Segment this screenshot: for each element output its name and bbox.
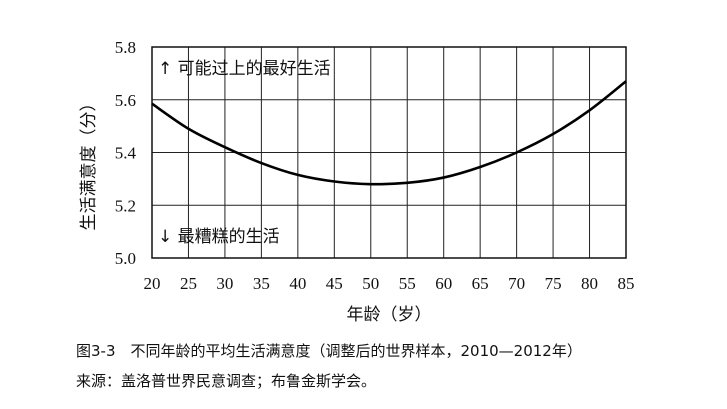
- x-axis-title: 年龄（岁）: [347, 305, 432, 325]
- x-tick-label-45: 45: [326, 274, 343, 293]
- x-tick-label-55: 55: [399, 274, 416, 293]
- x-tick-label-25: 25: [180, 274, 197, 293]
- figure-source: 来源：盖洛普世界民意调查；布鲁金斯学会。: [76, 372, 377, 390]
- y-tick-label-5.4: 5.4: [115, 144, 137, 163]
- x-tick-label-85: 85: [618, 274, 635, 293]
- x-tick-label-65: 65: [472, 274, 489, 293]
- series-line: [151, 80, 627, 186]
- x-tick-label-20: 20: [144, 274, 161, 293]
- x-tick-label-40: 40: [289, 274, 306, 293]
- x-tick-label-75: 75: [545, 274, 562, 293]
- y-tick-label-5.0: 5.0: [115, 249, 136, 268]
- annotation-worst-life: ↓ 最糟糕的生活: [158, 227, 280, 247]
- plot-frame: [151, 46, 627, 259]
- x-tick-label-50: 50: [362, 274, 379, 293]
- x-tick-label-80: 80: [581, 274, 598, 293]
- y-tick-label-5.6: 5.6: [115, 91, 136, 110]
- y-tick-labels: 5.0 5.2 5.4 5.6 5.8: [115, 38, 137, 268]
- y-tick-label-5.8: 5.8: [115, 38, 136, 57]
- annotation-best-life: ↑ 可能过上的最好生活: [158, 59, 331, 79]
- y-axis-title: 生活满意度（分）: [79, 95, 99, 231]
- x-tick-label-70: 70: [508, 274, 525, 293]
- y-tick-label-5.2: 5.2: [115, 196, 136, 215]
- x-tick-labels: 20 25 30 35 40 45 50 55 60 65 70 75 80 85: [144, 274, 635, 293]
- figure-caption: 图3-3 不同年龄的平均生活满意度（调整后的世界样本，2010—2012年）: [76, 342, 582, 360]
- x-tick-label-60: 60: [435, 274, 452, 293]
- x-tick-label-30: 30: [216, 274, 233, 293]
- x-tick-label-35: 35: [253, 274, 270, 293]
